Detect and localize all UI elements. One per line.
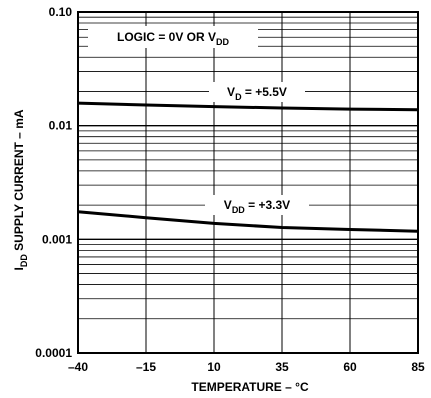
annotations: LOGIC = 0V OR VDD VD = +5.5V VDD = +3.3V — [88, 26, 309, 215]
series-label-vdd: VDD = +3.3V — [224, 198, 290, 215]
x-tick-label: 60 — [343, 360, 357, 374]
x-tick-label: 10 — [207, 360, 221, 374]
logic-annotation-bg — [88, 26, 258, 48]
x-tick-label: 85 — [411, 360, 425, 374]
logic-annotation: LOGIC = 0V OR VDD — [117, 30, 230, 47]
y-axis-label-rest: SUPPLY CURRENT – mA — [12, 109, 26, 254]
y-axis-label-sub: DD — [19, 254, 29, 267]
series-line — [77, 210, 419, 233]
y-tick-label: 0.0001 — [35, 346, 72, 360]
y-axis-label-main: I — [12, 267, 26, 270]
y-tick-label: 0.001 — [42, 232, 72, 246]
y-tick-labels: 0.0001 0.001 0.01 0.10 — [35, 5, 72, 360]
x-tick-label: –15 — [136, 360, 156, 374]
x-tick-label: –40 — [68, 360, 88, 374]
plot-frame — [77, 11, 419, 354]
x-axis-label: TEMPERATURE – °C — [191, 380, 309, 394]
y-tick-label: 0.01 — [49, 119, 73, 133]
y-axis-label: IDD SUPPLY CURRENT – mA — [12, 109, 29, 270]
grid — [77, 12, 419, 354]
series-label-vd: VD = +5.5V — [227, 85, 287, 102]
series-lines — [77, 101, 419, 233]
x-tick-label: 35 — [275, 360, 289, 374]
series-line — [77, 101, 419, 112]
x-tick-labels: –40 –15 10 35 60 85 — [68, 360, 425, 374]
series-label-vd-bg — [209, 82, 305, 102]
y-tick-label: 0.10 — [49, 5, 73, 19]
series-label-vdd-bg — [205, 195, 309, 215]
